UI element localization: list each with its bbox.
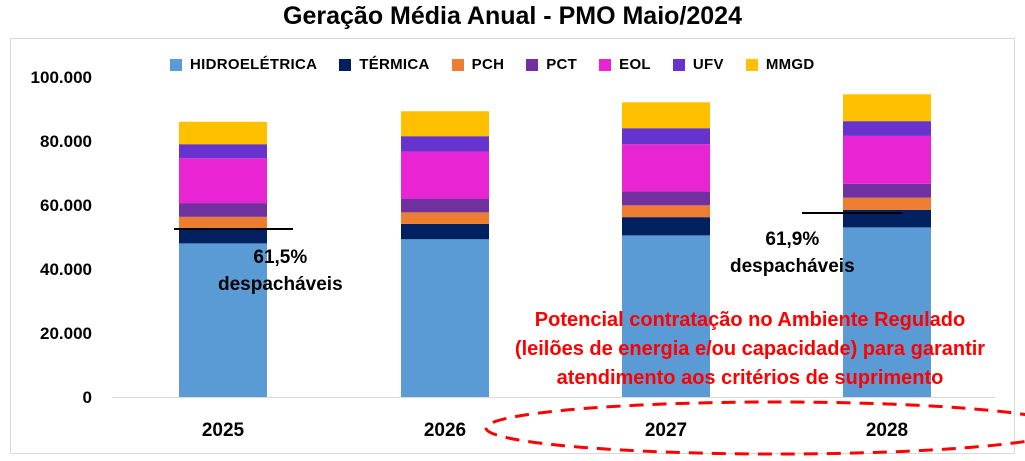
bar-2027-ufv [622,128,710,145]
bar-2027-pct [622,191,710,206]
x-tick-label: 2025 [202,420,245,441]
annotation-2025: 61,5% despacháveis [218,244,343,298]
annotation-label: despacháveis [730,256,855,277]
chart-title: Geração Média Anual - PMO Maio/2024 [283,2,742,30]
bar-2025-ufv [179,144,267,159]
note-line: (leilões de energia e/ou capacidade) par… [514,338,986,360]
legend-label: MMGD [765,56,815,73]
bar-2028-mmgd [843,94,931,122]
bar-2025-pch [179,216,267,229]
x-tick-label: 2026 [424,420,466,441]
legend-label: TÉRMICA [359,56,430,73]
annotation-2028: 61,9% despacháveis [730,226,855,280]
bar-2026-eol [401,151,489,199]
legend-item: TÉRMICA [339,56,429,73]
bar-2025-mmgd [179,121,267,145]
bar-2027-hidroelétrica [622,235,710,397]
legend-swatch [170,58,182,71]
bar-2028-térmica [843,209,931,228]
bar-2027-pch [622,205,710,218]
legend-swatch [745,58,758,71]
bar-2028-ufv [843,121,931,136]
chart-legend: HIDROELÉTRICA TÉRMICA PCH PCT EOL UFV MMGD [170,56,837,73]
bar-2026-pct [401,198,489,213]
bar-2027-térmica [622,217,710,236]
bar-2026-térmica [401,223,489,240]
bar-2026-hidroelétrica [401,239,489,397]
legend-label: EOL [619,56,651,73]
y-tick-label: 0 [83,388,92,407]
bar-2025-eol [179,158,267,204]
legend-swatch [339,58,352,71]
contracting-note: Potencial contratação no Ambiente Regula… [460,306,1025,393]
legend-item: PCH [451,56,505,73]
bar-2025-térmica [179,228,267,244]
y-tick-label: 20.000 [40,324,92,343]
x-tick-label: 2028 [866,420,908,441]
legend-label: PCH [471,56,505,73]
annotation-percent: 61,5% [253,247,308,268]
legend-swatch [599,58,612,71]
bar-2026-ufv [401,136,489,152]
note-line: Potencial contratação no Ambiente Regula… [534,309,966,331]
y-tick-label: 60.000 [40,196,92,215]
annotation-percent: 61,9% [765,229,820,250]
y-tick-label: 80.000 [40,132,92,151]
legend-swatch [672,58,685,71]
bar-2026-mmgd [401,111,489,137]
bar-2025-pct [179,203,267,217]
bar-2027-mmgd [622,102,710,129]
legend-swatch [451,58,464,71]
bar-2027-eol [622,144,710,192]
highlight-ellipse [484,400,1025,456]
bar-2028-pct [843,183,931,198]
y-tick-label: 100.000 [31,68,92,87]
legend-item: HIDROELÉTRICA [170,56,317,73]
legend-label: UFV [692,56,724,73]
bar-2028-hidroelétrica [843,227,931,397]
y-tick-label: 40.000 [40,260,92,279]
bar-2026-pch [401,212,489,224]
legend-item: UFV [672,56,724,73]
legend-item: PCT [526,56,577,73]
bar-2025-hidroelétrica [179,243,267,397]
bar-2028-eol [843,135,931,184]
legend-item: EOL [599,56,651,73]
x-tick-label: 2027 [645,420,687,441]
chart-frame [10,38,1015,454]
legend-item: MMGD [745,56,815,73]
legend-label: PCT [546,56,578,73]
legend-swatch [526,58,539,71]
bar-2028-pch [843,197,931,210]
annotation-label: despacháveis [218,274,343,295]
legend-label: HIDROELÉTRICA [190,56,318,73]
note-line: atendimento aos critérios de suprimento [556,367,944,389]
